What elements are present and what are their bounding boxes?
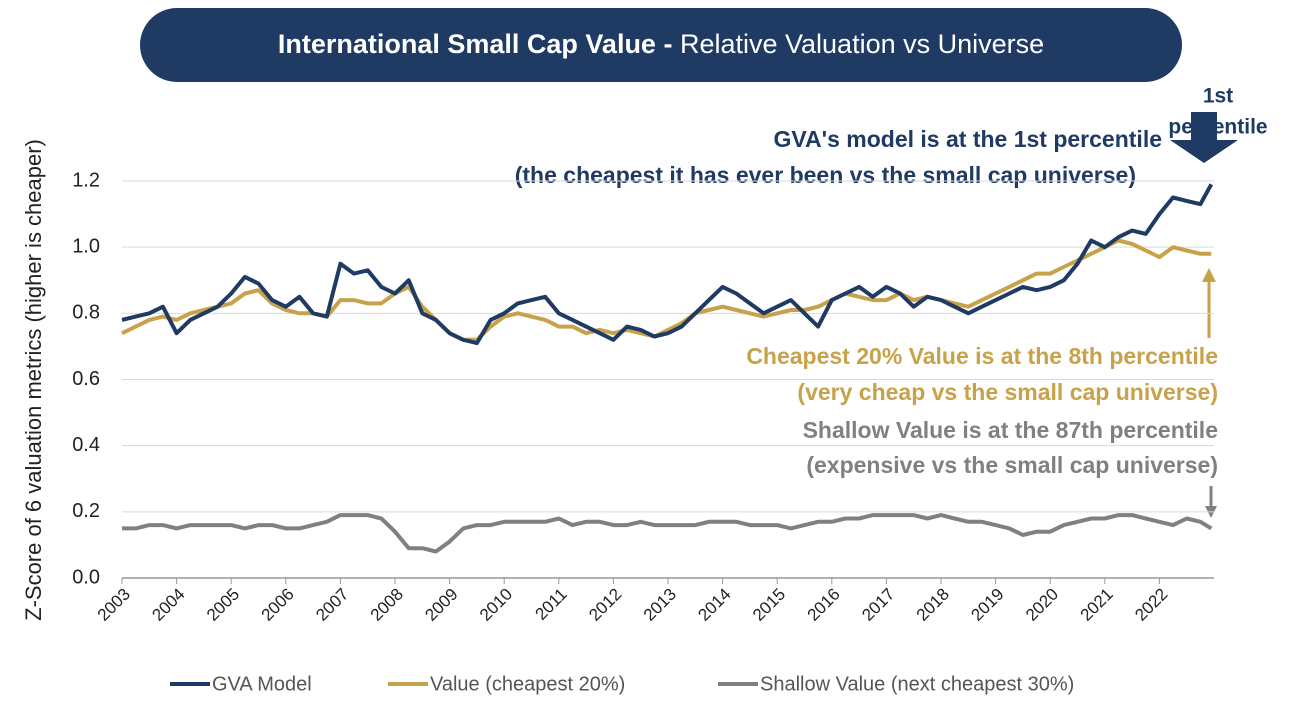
x-tick-label: 2019	[967, 585, 1007, 625]
y-tick-label: 0.8	[72, 302, 100, 324]
x-tick-label: 2010	[476, 585, 516, 625]
x-tick-label: 2018	[913, 585, 953, 625]
x-tick-label: 2014	[694, 585, 734, 625]
annotation: (the cheapest it has ever been vs the sm…	[515, 162, 1136, 188]
x-tick-label: 2004	[148, 585, 188, 625]
x-tick-label: 2005	[203, 585, 243, 625]
chart-subtitle: Relative Valuation vs Universe	[680, 29, 1044, 59]
annotation: (expensive vs the small cap universe)	[806, 452, 1218, 478]
x-tick-label: 2015	[749, 585, 789, 625]
x-tick-label: 2016	[804, 585, 844, 625]
annotation: 1st	[1203, 85, 1233, 108]
x-tick-label: 2006	[258, 585, 298, 625]
annotation: percentile	[1168, 116, 1267, 139]
series-line	[122, 513, 1213, 554]
title-banner	[140, 8, 1182, 82]
x-tick-label: 2021	[1077, 585, 1117, 625]
annotation: (very cheap vs the small cap universe)	[797, 379, 1218, 405]
x-tick-label: 2011	[532, 585, 571, 624]
title-text: International Small Cap Value - Relative…	[278, 29, 1044, 59]
x-tick-label: 2022	[1131, 585, 1171, 625]
y-tick-label: 1.0	[72, 235, 100, 257]
x-tick-label: 2013	[640, 585, 680, 625]
annotation: GVA's model is at the 1st percentile	[774, 126, 1163, 152]
y-tick-label: 0.6	[72, 368, 100, 390]
x-tick-label: 2017	[858, 585, 898, 625]
legend-label: GVA Model	[212, 673, 312, 695]
x-tick-label: 2012	[585, 585, 625, 625]
y-axis-label: Z-Score of 6 valuation metrics (higher i…	[21, 139, 46, 621]
x-tick-label: 2020	[1022, 585, 1062, 625]
y-tick-label: 0.2	[72, 500, 100, 522]
x-tick-label: 2009	[421, 585, 461, 625]
chart-title: International Small Cap Value -	[278, 29, 673, 59]
y-tick-label: 1.2	[72, 169, 100, 191]
y-tick-label: 0.0	[72, 566, 100, 588]
x-tick-label: 2003	[94, 585, 134, 625]
arrow	[1170, 112, 1238, 163]
arrow-head	[1202, 268, 1216, 282]
series-line	[121, 183, 1214, 346]
annotation: Shallow Value is at the 87th percentile	[803, 417, 1218, 443]
annotation: Cheapest 20% Value is at the 8th percent…	[746, 343, 1218, 369]
legend-label: Value (cheapest 20%)	[430, 673, 625, 695]
x-tick-label: 2007	[312, 585, 352, 625]
x-tick-label: 2008	[367, 585, 407, 625]
y-tick-label: 0.4	[72, 434, 100, 456]
series-line	[121, 238, 1212, 342]
legend-label: Shallow Value (next cheapest 30%)	[760, 673, 1074, 695]
